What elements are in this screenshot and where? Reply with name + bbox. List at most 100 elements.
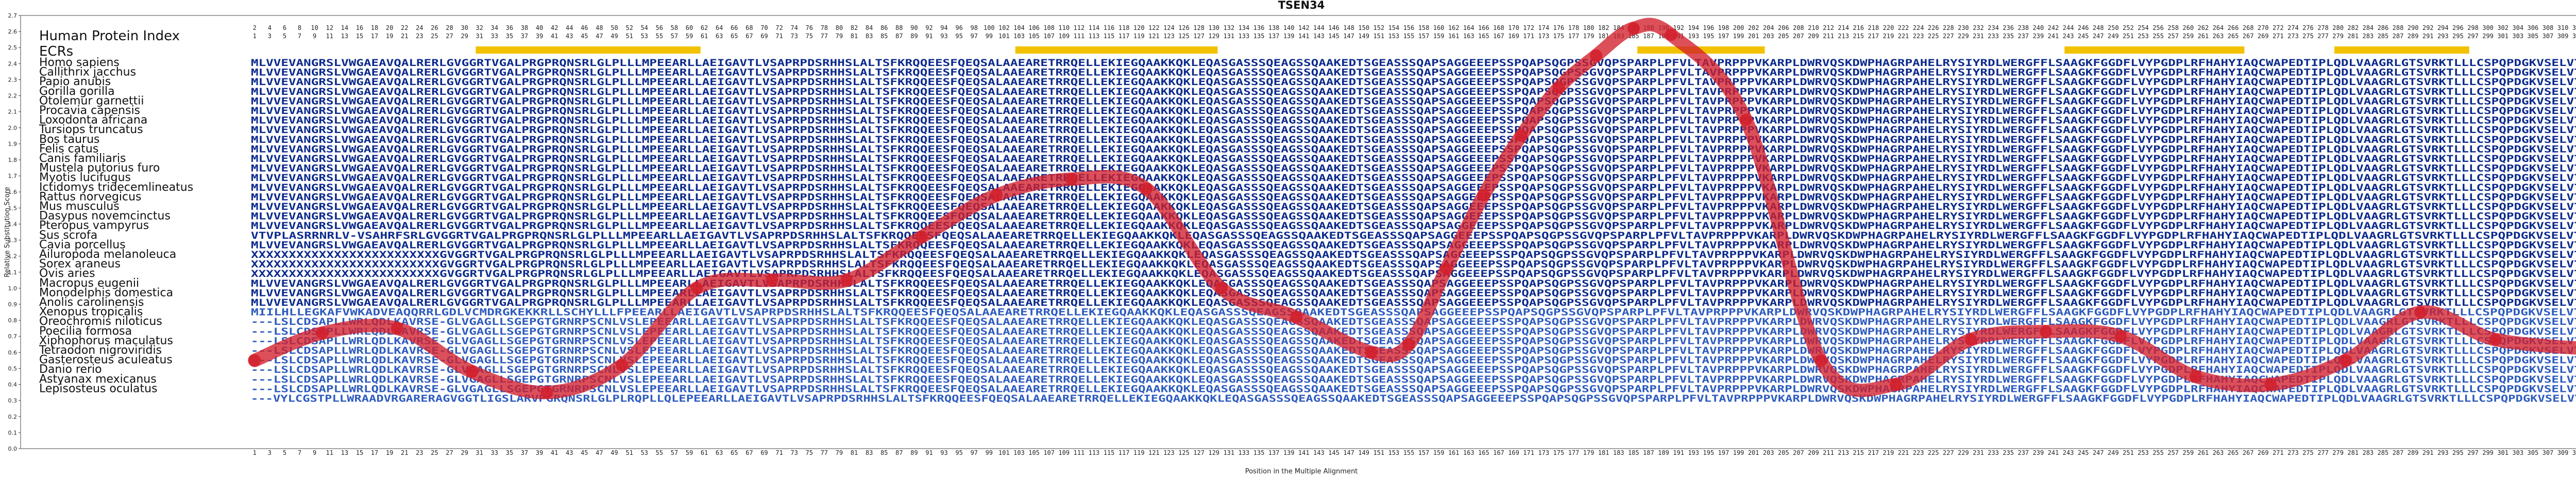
x-tick-label: 17 [371, 449, 378, 456]
x-tick-label: 39 [536, 449, 543, 456]
top-index-odd: 177 [1568, 32, 1580, 40]
top-index-even: 6 [283, 24, 286, 31]
top-index-odd: 243 [2063, 32, 2074, 40]
curve-point [840, 274, 853, 287]
x-tick-label: 57 [671, 449, 678, 456]
top-index-odd: 63 [716, 32, 723, 40]
x-tick-label: 129 [1208, 449, 1219, 456]
x-tick-label: 193 [1688, 449, 1699, 456]
top-index-odd: 1 [253, 32, 257, 40]
x-tick-label: 217 [1868, 449, 1879, 456]
top-index-odd: 275 [2302, 32, 2314, 40]
top-index-odd: 267 [2243, 32, 2254, 40]
top-index-odd: 81 [851, 32, 858, 40]
x-tick-label: 89 [910, 449, 918, 456]
species-label: Homo sapiens [39, 56, 120, 69]
top-index-odd: 105 [1028, 32, 1040, 40]
top-index-even: 72 [775, 24, 783, 31]
x-tick-label: 165 [1478, 449, 1489, 456]
x-tick-label: 91 [925, 449, 933, 456]
top-index-even: 218 [1868, 24, 1879, 31]
y-tick-label: 0.8 [8, 317, 18, 324]
top-index-odd: 47 [596, 32, 603, 40]
y-tick-label: 2.2 [8, 93, 18, 100]
top-index-even: 60 [686, 24, 693, 31]
top-index-even: 312 [2572, 24, 2576, 31]
x-tick-label: 63 [716, 449, 723, 456]
top-index-even: 228 [1943, 24, 1954, 31]
x-tick-label: 211 [1823, 449, 1834, 456]
top-index-odd: 295 [2452, 32, 2464, 40]
x-tick-label: 261 [2197, 449, 2209, 456]
x-tick-label: 87 [895, 449, 903, 456]
top-index-even: 128 [1193, 24, 1205, 31]
curve-point [248, 354, 261, 367]
top-index-even: 170 [1508, 24, 1519, 31]
top-index-odd: 69 [760, 32, 768, 40]
x-tick-label: 269 [2258, 449, 2269, 456]
x-tick-label: 149 [1358, 449, 1369, 456]
top-index-odd: 87 [895, 32, 903, 40]
x-tick-label: 219 [1883, 449, 1894, 456]
top-index-odd: 173 [1538, 32, 1549, 40]
top-index-odd: 33 [491, 32, 498, 40]
top-index-even: 302 [2497, 24, 2509, 31]
top-index-odd: 249 [2108, 32, 2119, 40]
top-index-odd: 129 [1208, 32, 1219, 40]
curve-point [1964, 333, 1977, 346]
top-index-even: 58 [671, 24, 678, 31]
x-tick-label: 167 [1493, 449, 1504, 456]
top-index-odd: 199 [1733, 32, 1744, 40]
top-index-even: 298 [2467, 24, 2479, 31]
x-tick-label: 213 [1838, 449, 1849, 456]
y-tick-label: 0.7 [8, 333, 18, 340]
x-tick-label: 183 [1613, 449, 1624, 456]
top-index-odd: 57 [671, 32, 678, 40]
y-tick-label: 0.5 [8, 365, 18, 372]
top-index-odd: 35 [506, 32, 513, 40]
top-index-even: 48 [596, 24, 603, 31]
x-tick-label: 177 [1568, 449, 1580, 456]
top-index-odd: 193 [1688, 32, 1699, 40]
top-index-even: 90 [910, 24, 918, 31]
top-index-odd: 241 [2048, 32, 2059, 40]
x-tick-label: 33 [491, 449, 498, 456]
x-tick-label: 7 [298, 449, 301, 456]
top-index-odd: 149 [1358, 32, 1369, 40]
top-index-odd: 197 [1718, 32, 1730, 40]
x-tick-label: 137 [1268, 449, 1280, 456]
top-index-even: 292 [2422, 24, 2434, 31]
species-label: Macropus eugenii [39, 277, 139, 290]
top-index-even: 26 [431, 24, 438, 31]
x-tick-label: 267 [2243, 449, 2254, 456]
top-index-odd: 283 [2362, 32, 2374, 40]
top-index-odd: 155 [1403, 32, 1415, 40]
top-index-odd: 223 [1913, 32, 1924, 40]
x-tick-label: 265 [2228, 449, 2239, 456]
sequence-row: MLVVEVANGRSLVWGAEAVQALRERLGVGGRTVGALPRGP… [251, 172, 2576, 184]
x-tick-label: 311 [2572, 449, 2576, 456]
top-index-odd: 305 [2528, 32, 2539, 40]
top-index-even: 74 [790, 24, 798, 31]
x-tick-label: 141 [1298, 449, 1310, 456]
top-index-even: 118 [1118, 24, 1130, 31]
x-tick-label: 147 [1343, 449, 1354, 456]
top-index-even: 10 [311, 24, 318, 31]
x-tick-label: 69 [760, 449, 768, 456]
x-tick-label: 49 [611, 449, 618, 456]
top-index-odd: 139 [1283, 32, 1295, 40]
top-index-even: 12 [326, 24, 333, 31]
sequence-row: MLVVEVANGRSLVWGAEAVQALRERLGVGGRTVGALPRGP… [251, 124, 2576, 136]
top-index-even: 110 [1058, 24, 1070, 31]
top-index-odd: 253 [2138, 32, 2149, 40]
sequence-row: MLVVEVANGRSLVWGAEAVQALRERLGVGGRTVGALPRGP… [251, 182, 2576, 193]
top-index-even: 132 [1223, 24, 1234, 31]
x-tick-label: 253 [2138, 449, 2149, 456]
species-label: Dasypus novemcinctus [39, 210, 171, 223]
x-tick-label: 55 [656, 449, 663, 456]
top-index-odd: 205 [1778, 32, 1789, 40]
sequence-row: MLVVEVANGRSLVWGAEAVQALRERLGVGGRTVGALPRGP… [251, 115, 2576, 126]
y-tick-label: 1.5 [8, 205, 18, 211]
top-index-odd: 175 [1553, 32, 1564, 40]
top-index-odd: 133 [1239, 32, 1250, 40]
